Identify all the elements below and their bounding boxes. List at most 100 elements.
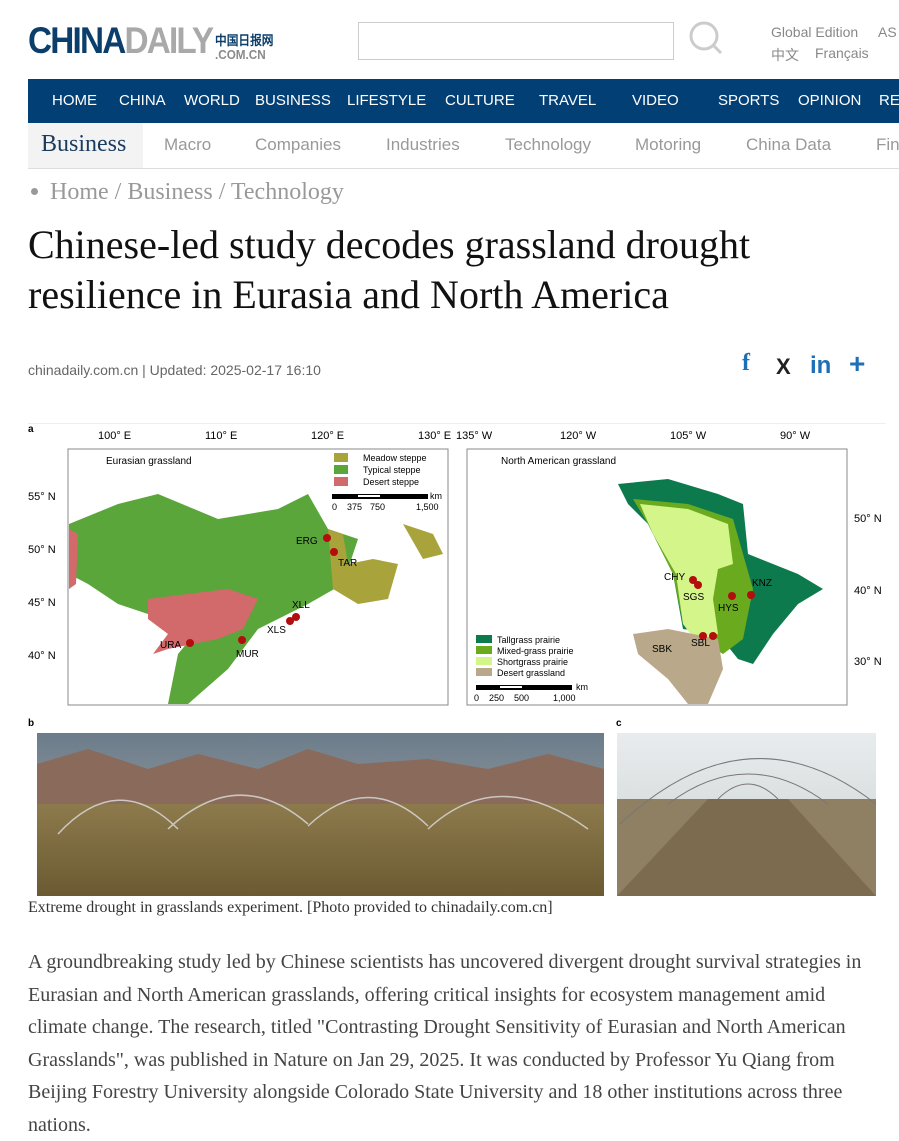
- search-input[interactable]: [358, 22, 674, 60]
- lat-tick: 30° N: [854, 656, 882, 668]
- lon-tick: 130° E: [418, 430, 451, 442]
- more-share-icon[interactable]: +: [849, 348, 866, 379]
- legend-swatch: [476, 635, 492, 643]
- site-label: CHY: [664, 572, 685, 583]
- nav-more[interactable]: RE: [879, 92, 899, 109]
- article-figure: a 100° E 110° E 120° E 130° E 55° N 50° …: [28, 423, 886, 897]
- lon-tick: 105° W: [670, 430, 707, 442]
- scale-label: 375: [347, 502, 362, 512]
- logo-text: CHINA: [28, 20, 126, 61]
- scale-label: 500: [514, 693, 529, 703]
- site-label: KNZ: [752, 578, 772, 589]
- site-label: URA: [160, 640, 181, 651]
- lat-tick: 50° N: [854, 513, 882, 525]
- legend-label: Shortgrass prairie: [497, 657, 568, 667]
- legend-swatch: [476, 668, 492, 676]
- site-marker: [186, 639, 194, 647]
- subnav-industries[interactable]: Industries: [386, 135, 460, 154]
- site-label: XLL: [292, 600, 310, 611]
- site-marker: [728, 592, 736, 600]
- nav-travel[interactable]: TRAVEL: [539, 92, 597, 109]
- subnav-macro[interactable]: Macro: [164, 135, 212, 154]
- legend-swatch: [334, 465, 348, 474]
- subnav-china-data[interactable]: China Data: [746, 135, 832, 154]
- bullet-icon: [31, 188, 38, 195]
- site-marker: [286, 617, 294, 625]
- chinese-link[interactable]: 中文: [771, 47, 799, 63]
- site-marker: [699, 632, 707, 640]
- legend-label: Tallgrass prairie: [497, 635, 560, 645]
- site-marker: [330, 548, 338, 556]
- asia-link[interactable]: AS: [878, 24, 897, 40]
- french-link[interactable]: Français: [815, 45, 869, 61]
- lat-tick: 50° N: [28, 544, 56, 556]
- article-body: A groundbreaking study led by Chinese sc…: [28, 951, 862, 1136]
- scale-bar: [476, 685, 572, 690]
- lon-tick: 120° E: [311, 430, 344, 442]
- site-marker: [689, 576, 697, 584]
- subnav-companies[interactable]: Companies: [255, 135, 341, 154]
- logo-domain: .COM.CN: [215, 47, 266, 62]
- search-icon[interactable]: [688, 20, 724, 56]
- grassland-map-figure: a 100° E 110° E 120° E 130° E 55° N 50° …: [28, 424, 882, 896]
- desert-grassland-region: [633, 629, 723, 704]
- subnav-business[interactable]: Business: [28, 123, 143, 168]
- nav-opinion[interactable]: OPINION: [798, 92, 862, 109]
- desert-steppe-region: [69, 529, 78, 589]
- logo[interactable]: CHINA DAILY 中国日报网 .COM.CN: [28, 20, 274, 62]
- legend-label: Typical steppe: [363, 465, 421, 475]
- legend-swatch: [334, 453, 348, 462]
- nav-china[interactable]: CHINA: [119, 92, 166, 109]
- scale-unit: km: [430, 491, 442, 501]
- site-marker: [292, 613, 300, 621]
- subnav-technology[interactable]: Technology: [505, 135, 592, 154]
- logo-text: DAILY: [124, 20, 214, 61]
- global-edition-link[interactable]: Global Edition: [771, 24, 859, 40]
- site-label: SBK: [652, 644, 672, 655]
- figure-caption: Extreme drought in grasslands experiment…: [28, 899, 553, 916]
- north-america-map: 135° W 120° W 105° W 90° W 50° N 40° N 3…: [456, 430, 882, 706]
- eurasia-map: 100° E 110° E 120° E 130° E 55° N 50° N …: [28, 430, 451, 706]
- lon-tick: 110° E: [205, 430, 237, 442]
- lon-tick: 100° E: [98, 430, 131, 442]
- desert-steppe-region: [148, 589, 258, 654]
- scale-label: 0: [332, 502, 337, 512]
- sub-nav: Business Macro Companies Industries Tech…: [28, 123, 899, 169]
- photo-shelter-interior: [617, 733, 877, 896]
- meadow-steppe-region: [403, 524, 443, 559]
- lon-tick: 135° W: [456, 430, 493, 442]
- site-marker: [747, 591, 755, 599]
- meadow-steppe-region: [328, 529, 398, 604]
- nav-lifestyle[interactable]: LIFESTYLE: [347, 92, 427, 109]
- logo-cn: 中国日报网: [215, 33, 274, 48]
- photo-drought-shelters: [37, 733, 604, 896]
- legend-label: Desert grassland: [497, 668, 565, 678]
- site-label: MUR: [236, 649, 259, 660]
- map-title: Eurasian grassland: [106, 456, 192, 467]
- legend-swatch: [334, 477, 348, 486]
- article-title: Chinese-led study decodes grassland drou…: [28, 222, 751, 317]
- crumb-technology[interactable]: Technology: [230, 179, 344, 205]
- main-nav: HOME CHINA WORLD BUSINESS LIFESTYLE CULT…: [28, 79, 899, 123]
- subnav-finance[interactable]: Fin: [876, 135, 899, 154]
- subnav-motoring[interactable]: Motoring: [635, 135, 702, 154]
- crumb-business[interactable]: Business: [127, 179, 213, 205]
- nav-culture[interactable]: CULTURE: [445, 92, 515, 109]
- nav-business[interactable]: BUSINESS: [255, 92, 331, 109]
- nav-home[interactable]: HOME: [52, 92, 97, 109]
- facebook-share-icon[interactable]: f: [742, 350, 750, 376]
- lon-tick: 90° W: [780, 430, 811, 442]
- nav-world[interactable]: WORLD: [184, 92, 240, 109]
- site-marker: [709, 632, 717, 640]
- site-label: ERG: [296, 536, 318, 547]
- panel-label-a: a: [28, 424, 34, 435]
- lat-tick: 40° N: [28, 650, 56, 662]
- lat-tick: 40° N: [854, 585, 882, 597]
- linkedin-share-icon[interactable]: in: [810, 352, 832, 379]
- site-marker: [323, 534, 331, 542]
- nav-sports[interactable]: SPORTS: [718, 92, 780, 109]
- nav-video[interactable]: VIDEO: [632, 92, 679, 109]
- x-share-icon[interactable]: X: [776, 354, 791, 379]
- crumb-home[interactable]: Home: [50, 179, 109, 205]
- legend-swatch: [476, 646, 492, 654]
